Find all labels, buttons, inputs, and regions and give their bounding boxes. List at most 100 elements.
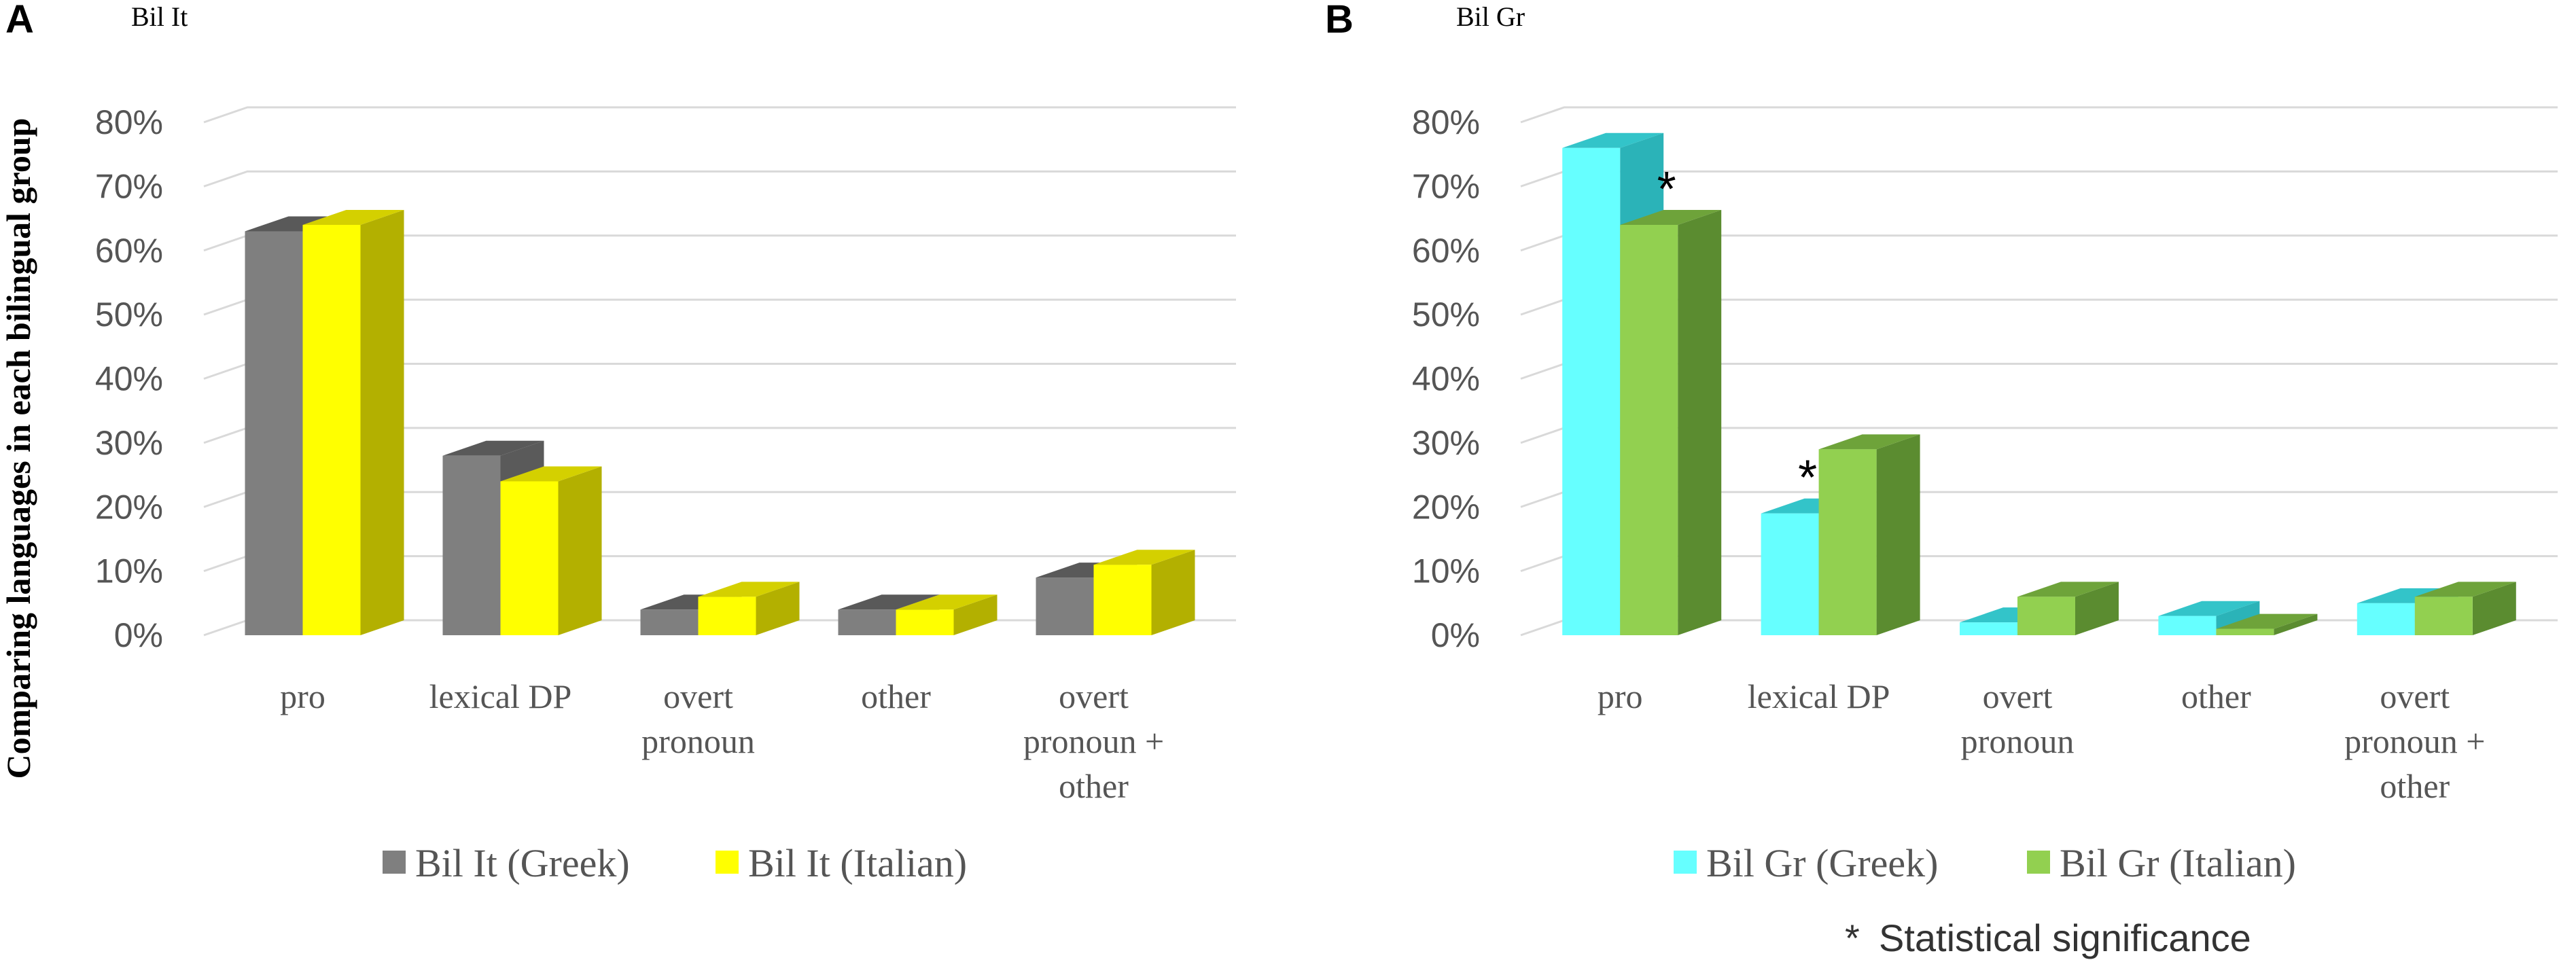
- bar-top: [1818, 434, 1920, 450]
- bar: [2216, 613, 2318, 635]
- chart-panel-a: 0% 10% 20% 30% 40% 50% 60% 70% 80% pro lexical DP o…: [95, 103, 1236, 885]
- bar-top: [1620, 210, 1722, 225]
- bar-side: [1876, 434, 1920, 635]
- bar-front: [1036, 577, 1094, 635]
- bar-top: [838, 594, 940, 610]
- y-tick-label: 80%: [1412, 103, 1480, 141]
- category-label: pro: [1598, 677, 1643, 715]
- y-tick-label: 40%: [95, 360, 163, 398]
- y-tick-label: 30%: [1412, 424, 1480, 462]
- bar-front: [698, 596, 756, 635]
- category-label: overt pronoun: [641, 677, 755, 760]
- bar-front: [1960, 622, 2017, 635]
- bar: [2414, 582, 2516, 635]
- category-label: overt pronoun: [1961, 677, 2075, 760]
- bar-front: [500, 481, 559, 635]
- y-tick-label: 70%: [1412, 167, 1480, 205]
- bar-front: [302, 225, 361, 635]
- bar-front: [2414, 596, 2473, 635]
- bar-side: [360, 210, 404, 635]
- bar-front: [1761, 513, 1819, 635]
- category-label: pro: [280, 677, 325, 715]
- bar: [1620, 210, 1722, 635]
- bar-front: [640, 609, 699, 635]
- legend-item: Bil It (Italian): [716, 841, 967, 885]
- bar-front: [896, 609, 954, 635]
- bar-side: [756, 582, 800, 635]
- panel-a-letter: A: [5, 0, 34, 41]
- panel-b-letter: B: [1325, 0, 1354, 41]
- legend-label: Bil Gr (Greek): [1706, 841, 1938, 885]
- bar: [896, 594, 998, 635]
- significance-star: *: [1798, 451, 1817, 505]
- y-tick-label: 0%: [1431, 616, 1480, 654]
- y-tick-label: 50%: [1412, 296, 1480, 334]
- significance-star: *: [1657, 162, 1676, 217]
- bars: [245, 210, 1195, 635]
- y-tick-label: 0%: [114, 616, 163, 654]
- bar-front: [245, 231, 303, 635]
- bar-top: [2414, 582, 2516, 597]
- bar-top: [2216, 613, 2318, 629]
- significance-note: * Statistical significance: [1845, 916, 2251, 959]
- y-tick-label: 50%: [95, 296, 163, 334]
- y-tick-label: 20%: [1412, 488, 1480, 526]
- bar-side: [2274, 613, 2318, 635]
- bar: [500, 466, 602, 635]
- bar: [698, 582, 800, 635]
- legend-swatch: [2027, 851, 2050, 874]
- bar-top: [500, 466, 602, 482]
- legend-swatch: [383, 851, 406, 874]
- y-tick-label: 20%: [95, 488, 163, 526]
- legend: Bil It (Greek) Bil It (Italian): [383, 841, 967, 885]
- y-tick-label: 40%: [1412, 360, 1480, 398]
- bar-side: [2472, 582, 2516, 635]
- bar-front: [1562, 147, 1621, 635]
- legend-swatch: [716, 851, 739, 874]
- bar-front: [2017, 596, 2075, 635]
- panel-b-title: Bil Gr: [1456, 1, 1525, 32]
- bar-side: [2075, 582, 2119, 635]
- legend-item: Bil Gr (Greek): [1674, 841, 1938, 885]
- y-tick-label: 10%: [95, 552, 163, 590]
- category-label: other: [2181, 677, 2251, 715]
- panel-a-title: Bil It: [131, 1, 188, 32]
- chart-panel-b: 0% 10% 20% 30% 40% 50% 60% 70% 80% pro lexical DP o…: [1412, 103, 2558, 885]
- bar-side: [1678, 210, 1722, 635]
- bar-front: [1620, 225, 1678, 635]
- legend-item: Bil It (Greek): [383, 841, 630, 885]
- bar: [302, 210, 404, 635]
- category-label: overt pronoun + other: [2344, 677, 2485, 805]
- legend-label: Bil It (Greek): [415, 841, 630, 885]
- y-tick-label: 30%: [95, 424, 163, 462]
- bar-top: [1093, 550, 1195, 565]
- bar-front: [838, 609, 896, 635]
- bar-front: [2216, 628, 2274, 635]
- bar: [2017, 582, 2119, 635]
- bar-top: [698, 582, 800, 597]
- significance-note-text: Statistical significance: [1879, 916, 2251, 959]
- bar-top: [2158, 601, 2260, 616]
- y-axis-label: Comparing languages in each bilingual gr…: [0, 118, 37, 779]
- bar-side: [558, 466, 602, 635]
- significance-note-star: *: [1845, 916, 1860, 959]
- gridline: [203, 106, 1236, 124]
- gridline: [1520, 106, 2558, 124]
- legend: Bil Gr (Greek) Bil Gr (Italian): [1674, 841, 2296, 885]
- legend-item: Bil Gr (Italian): [2027, 841, 2296, 885]
- legend-label: Bil Gr (Italian): [2060, 841, 2296, 885]
- bar: [1818, 434, 1920, 635]
- y-tick-label: 80%: [95, 103, 163, 141]
- y-tick-label: 70%: [95, 167, 163, 205]
- legend-label: Bil It (Italian): [748, 841, 967, 885]
- bar: [1093, 550, 1195, 635]
- bar-side: [953, 594, 998, 635]
- gridline: [203, 170, 1236, 188]
- y-tick-label: 60%: [95, 232, 163, 270]
- bar-top: [442, 440, 544, 456]
- gridline: [1520, 170, 2558, 188]
- category-label: lexical DP: [429, 677, 572, 715]
- bar-front: [2158, 616, 2217, 635]
- category-label: overt pronoun + other: [1023, 677, 1164, 805]
